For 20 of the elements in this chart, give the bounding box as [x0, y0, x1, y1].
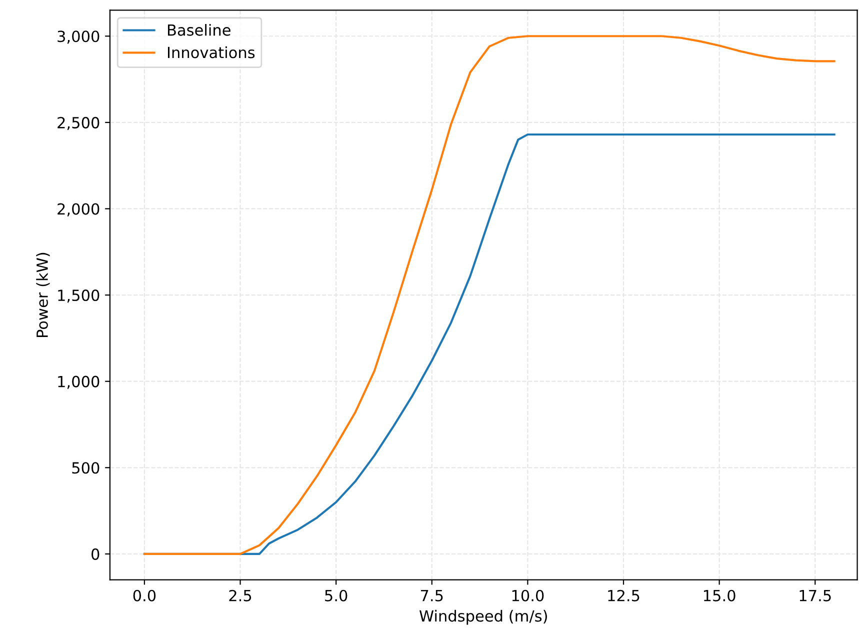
- x-tick-label: 12.5: [608, 590, 640, 602]
- y-tick-label: 1,500: [58, 290, 100, 303]
- x-tick-label: 2.5: [229, 590, 252, 602]
- y-tick-label: 2,000: [58, 203, 100, 216]
- y-tick-label: 2,500: [58, 116, 100, 130]
- y-tick-label: 0: [92, 548, 100, 560]
- x-tick-label: 15.0: [704, 590, 736, 602]
- x-tick-label: 0.0: [133, 590, 156, 602]
- line-series: [143, 35, 836, 555]
- legend-label: Innovations: [168, 46, 255, 58]
- y-axis-title: Power (kW): [36, 252, 50, 337]
- x-axis-title: Windspeed (m/s): [419, 610, 547, 625]
- y-tick-label: 3,000: [58, 30, 100, 44]
- x-tick-label: 10.0: [512, 590, 544, 602]
- y-tick-label: 500: [72, 462, 100, 474]
- y-tick-label: 1,000: [58, 376, 100, 389]
- x-tick-label: 7.5: [420, 590, 443, 602]
- x-tick-label: 17.5: [800, 590, 831, 602]
- legend-label: Baseline: [168, 24, 230, 36]
- x-tick-label: 5.0: [325, 590, 348, 602]
